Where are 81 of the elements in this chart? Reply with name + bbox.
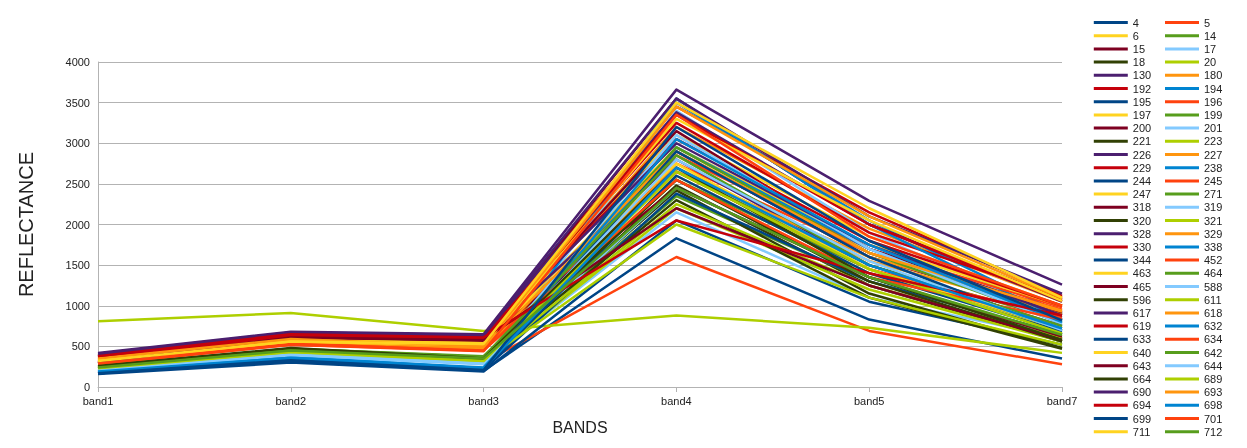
legend-label: 463 [1132, 267, 1152, 280]
legend-label: 711 [1132, 425, 1151, 438]
x-tick-label: band5 [853, 394, 885, 407]
legend-label: 223 [1204, 135, 1223, 148]
y-axis-title: REFLECTANCE [15, 151, 37, 298]
legend-label: 194 [1204, 82, 1223, 95]
legend-label: 642 [1204, 346, 1223, 359]
legend-label: 320 [1132, 214, 1152, 227]
legend-label: 6 [1132, 29, 1139, 42]
legend-label: 338 [1204, 240, 1223, 253]
legend-label: 328 [1132, 227, 1152, 240]
y-tick-label: 3000 [65, 137, 90, 150]
legend-label: 690 [1132, 386, 1152, 399]
legend-label: 192 [1132, 82, 1152, 95]
legend-label: 18 [1132, 56, 1146, 69]
legend-label: 693 [1204, 386, 1223, 399]
legend-label: 452 [1204, 254, 1223, 267]
legend-label: 330 [1132, 240, 1152, 253]
x-axis-title: BANDS [552, 418, 608, 436]
legend-label: 130 [1132, 69, 1152, 82]
y-tick-label: 0 [83, 381, 90, 393]
legend-label: 618 [1204, 306, 1223, 319]
legend-label: 329 [1204, 227, 1223, 240]
legend-label: 632 [1204, 320, 1223, 333]
y-tick-label: 4000 [65, 56, 90, 68]
legend-label: 664 [1132, 372, 1152, 385]
legend-label: 200 [1132, 122, 1152, 135]
legend-label: 319 [1204, 201, 1223, 214]
legend-label: 197 [1132, 108, 1152, 121]
x-tick-label: band1 [82, 394, 114, 407]
legend-label: 195 [1132, 95, 1152, 108]
legend-label: 244 [1132, 174, 1152, 187]
legend-label: 180 [1204, 69, 1223, 82]
y-tick-label: 1000 [65, 299, 90, 312]
legend-label: 247 [1132, 188, 1152, 201]
legend-label: 619 [1132, 320, 1152, 333]
legend-label: 596 [1132, 293, 1152, 306]
y-tick-label: 500 [71, 340, 90, 353]
legend-label: 712 [1204, 425, 1223, 438]
x-tick-label: band3 [468, 394, 499, 407]
legend-label: 196 [1204, 95, 1223, 108]
legend-label: 238 [1204, 161, 1223, 174]
legend-label: 611 [1204, 293, 1222, 306]
legend-label: 588 [1204, 280, 1223, 293]
legend-label: 226 [1132, 148, 1152, 161]
legend-label: 701 [1204, 412, 1223, 425]
legend-label: 321 [1204, 214, 1223, 227]
legend-label: 464 [1204, 267, 1223, 280]
legend-label: 199 [1204, 108, 1223, 121]
legend-label: 643 [1132, 359, 1152, 372]
legend-label: 689 [1204, 372, 1223, 385]
legend-label: 14 [1204, 29, 1217, 42]
y-tick-label: 3500 [65, 96, 90, 109]
x-tick-label: band2 [275, 394, 307, 407]
legend-label: 617 [1132, 306, 1152, 319]
legend-label: 694 [1132, 399, 1152, 412]
legend-label: 201 [1204, 122, 1223, 135]
legend-label: 227 [1204, 148, 1223, 161]
x-tick-label: band4 [661, 394, 692, 407]
legend-label: 318 [1132, 201, 1152, 214]
legend-label: 633 [1132, 333, 1152, 346]
legend-label: 271 [1204, 188, 1223, 201]
legend-label: 245 [1204, 174, 1223, 187]
legend-label: 465 [1132, 280, 1152, 293]
legend-label: 699 [1132, 412, 1152, 425]
legend-label: 221 [1132, 135, 1152, 148]
legend-label: 5 [1204, 16, 1211, 29]
legend-label: 4 [1132, 16, 1139, 29]
legend-label: 20 [1204, 56, 1217, 69]
legend-label: 644 [1204, 359, 1223, 372]
legend-label: 229 [1132, 161, 1152, 174]
y-tick-label: 1500 [65, 259, 90, 272]
y-tick-label: 2500 [65, 177, 90, 190]
y-tick-label: 2000 [65, 218, 90, 231]
legend-label: 344 [1132, 254, 1152, 267]
legend-label: 698 [1204, 399, 1223, 412]
legend-label: 640 [1132, 346, 1152, 359]
legend-label: 634 [1204, 333, 1223, 346]
legend-label: 17 [1204, 42, 1217, 55]
legend-label: 15 [1132, 42, 1146, 55]
x-tick-label: band7 [1046, 394, 1078, 407]
